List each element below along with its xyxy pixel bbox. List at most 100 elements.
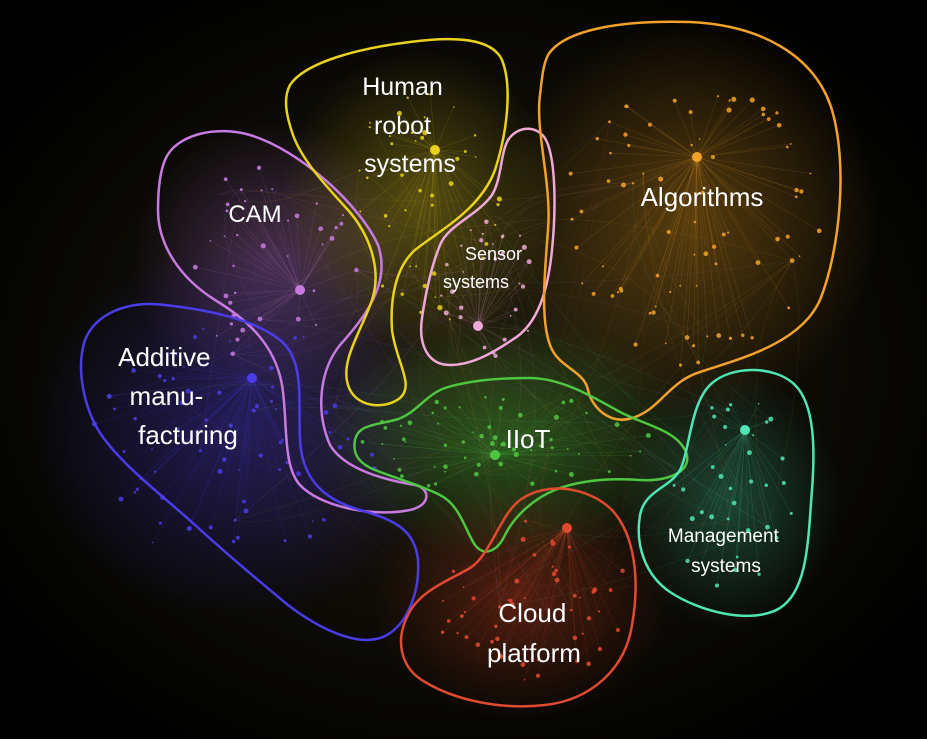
network-nodes: [91, 93, 822, 681]
network-edge: [382, 149, 436, 287]
network-edge: [334, 405, 728, 423]
network-edge: [477, 325, 528, 332]
network-node: [477, 282, 481, 285]
network-edge: [566, 527, 619, 631]
network-edge: [251, 377, 331, 433]
network-edge: [232, 353, 496, 440]
network-edge: [494, 454, 610, 473]
network-edge: [532, 173, 644, 484]
label-cloud: Cloud platform: [487, 598, 581, 668]
network-node: [776, 122, 782, 128]
network-edge: [401, 149, 436, 295]
network-edge: [234, 289, 301, 319]
network-node: [307, 534, 313, 539]
network-node: [332, 403, 338, 409]
label-algorithms: Algorithms: [641, 182, 764, 212]
network-edge: [625, 106, 698, 158]
network-edge: [523, 527, 568, 540]
network-node: [643, 198, 646, 201]
network-edge: [566, 527, 589, 664]
network-node: [225, 202, 230, 207]
network-edge: [434, 149, 466, 152]
network-node: [443, 310, 449, 316]
network-edge: [566, 527, 611, 591]
network-hub-node: [430, 145, 440, 155]
network-edge: [299, 228, 321, 291]
network-edge: [241, 183, 634, 202]
network-edge: [693, 156, 698, 346]
network-edge: [188, 377, 253, 392]
network-edge: [513, 260, 793, 450]
network-edge: [449, 319, 501, 608]
network-node: [380, 284, 385, 288]
network-edge: [477, 286, 524, 327]
network-edge: [230, 377, 253, 426]
network-edge: [434, 106, 455, 151]
network-edge: [593, 156, 698, 295]
network-edge: [502, 183, 634, 236]
network-node: [775, 236, 780, 242]
network-edge: [576, 631, 603, 662]
network-edge: [391, 143, 436, 151]
network-edge: [556, 527, 568, 581]
network-node: [479, 238, 484, 243]
network-node: [523, 519, 528, 523]
network-edge: [539, 439, 572, 611]
network-node: [726, 107, 732, 113]
network-edge: [744, 429, 760, 575]
network-node: [765, 524, 770, 530]
network-edge: [251, 377, 281, 443]
network-node: [233, 291, 237, 295]
network-node: [492, 435, 498, 441]
network-edge: [230, 289, 301, 304]
network-edge: [251, 377, 311, 537]
network-node: [271, 385, 275, 389]
network-node: [789, 511, 793, 515]
network-edge: [696, 143, 791, 158]
network-node: [202, 327, 205, 330]
network-edge: [696, 156, 793, 261]
network-edge: [755, 260, 793, 528]
network-edge: [464, 527, 568, 613]
network-node: [434, 399, 439, 405]
network-edge: [259, 289, 301, 320]
network-node: [747, 450, 752, 456]
network-node: [406, 96, 409, 100]
network-node: [228, 300, 233, 305]
network-node: [629, 454, 632, 457]
network-node: [728, 403, 733, 407]
cloud-outline: [399, 487, 637, 708]
network-edge: [109, 394, 684, 490]
network-node: [118, 496, 124, 502]
network-edge: [299, 269, 357, 291]
network-edge: [234, 271, 464, 521]
network-node: [472, 431, 474, 433]
network-edge: [696, 156, 797, 198]
network-node: [433, 466, 436, 468]
network-edge: [566, 527, 590, 619]
network-edge: [696, 156, 707, 254]
network-node: [785, 145, 789, 149]
network-edge: [524, 527, 568, 599]
network-edge: [232, 289, 301, 355]
network-edge: [233, 265, 301, 291]
network-edge: [576, 173, 646, 662]
network-edge: [235, 289, 301, 294]
network-edge: [696, 156, 759, 263]
network-edge: [727, 429, 746, 519]
network-node: [126, 358, 131, 363]
network-edge: [620, 156, 698, 289]
network-edge: [114, 377, 253, 410]
network-edge: [109, 396, 515, 453]
network-node: [700, 190, 705, 195]
network-node: [328, 431, 332, 434]
network-edge: [744, 429, 749, 531]
network-edge: [477, 527, 568, 645]
network-edge: [401, 149, 436, 176]
network-node: [508, 598, 513, 603]
network-edge: [744, 429, 768, 528]
network-node: [239, 188, 243, 192]
network-edge: [233, 377, 253, 542]
network-node: [755, 260, 761, 265]
network-node: [461, 440, 465, 444]
